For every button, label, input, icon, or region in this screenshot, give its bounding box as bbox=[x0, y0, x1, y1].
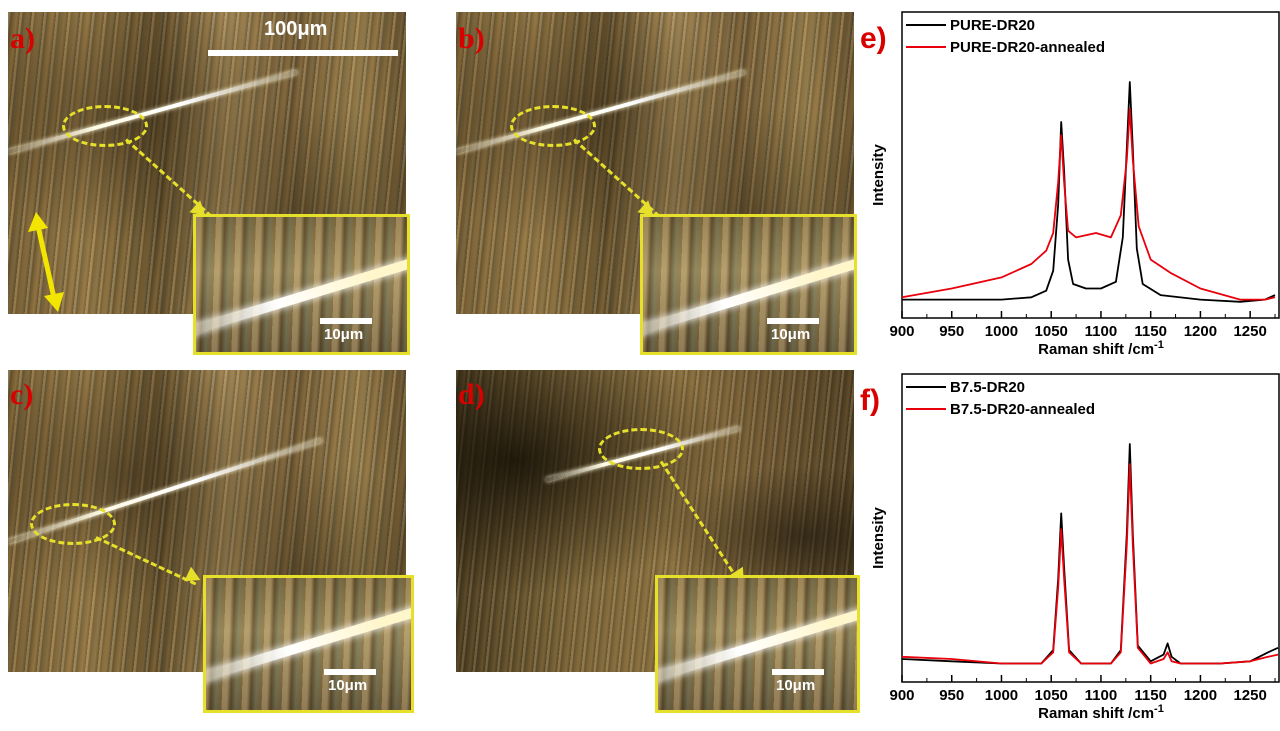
x-tick-label: 950 bbox=[939, 687, 964, 704]
inset-d: 10μm bbox=[655, 575, 860, 713]
panel-label: f) bbox=[860, 384, 880, 417]
series-line-1 bbox=[901, 463, 1279, 665]
x-tick-label: 900 bbox=[889, 687, 914, 704]
x-tick-label: 1250 bbox=[1233, 687, 1266, 704]
x-axis-label: Raman shift /cm-1 bbox=[1038, 339, 1164, 358]
x-tick-label: 900 bbox=[889, 323, 914, 340]
x-axis-label: Raman shift /cm-1 bbox=[1038, 703, 1164, 722]
legend-entry-1: B7.5-DR20-annealed bbox=[950, 401, 1095, 418]
highlight-ellipse bbox=[30, 503, 116, 545]
x-axis-label-superscript: -1 bbox=[1154, 703, 1164, 715]
panel-label-b: b) bbox=[458, 22, 485, 55]
scale-label: 100μm bbox=[264, 18, 328, 40]
inset-scale-label: 10μm bbox=[328, 677, 368, 694]
inset-c: 10μm bbox=[203, 575, 414, 713]
highlight-ellipse bbox=[62, 105, 148, 147]
inset-a: 10μm bbox=[193, 214, 410, 355]
x-tick-label: 1200 bbox=[1184, 323, 1217, 340]
x-axis-label-superscript: -1 bbox=[1154, 339, 1164, 351]
panel-label-c: c) bbox=[10, 378, 34, 411]
chart-f: f) 900 950 1000 1050 1100 1150 1200 1250 Raman sh… bbox=[860, 373, 1280, 722]
x-tick-label: 1200 bbox=[1184, 687, 1217, 704]
inset-scale-label: 10μm bbox=[324, 326, 364, 343]
raman-charts: e) 900 950 1000 1050 1100 1150 1200 1250 Raman sh… bbox=[860, 11, 1280, 722]
legend-entry-1: PURE-DR20-annealed bbox=[950, 39, 1105, 56]
series-line-1 bbox=[901, 107, 1276, 301]
highlight-ellipse bbox=[598, 428, 684, 470]
legend-entry-0: PURE-DR20 bbox=[950, 17, 1035, 34]
panel-label: e) bbox=[860, 22, 887, 55]
x-tick-label: 1000 bbox=[985, 687, 1018, 704]
inset-scale-label: 10μm bbox=[771, 326, 811, 343]
legend-entry-0: B7.5-DR20 bbox=[950, 379, 1025, 396]
x-tick-label: 1100 bbox=[1085, 323, 1118, 340]
y-axis-label: Intensity bbox=[870, 507, 887, 569]
x-axis-label-text: Raman shift /cm bbox=[1038, 341, 1154, 358]
inset-scale-label: 10μm bbox=[776, 677, 816, 694]
x-tick-label: 1250 bbox=[1233, 323, 1266, 340]
series-line-0 bbox=[902, 81, 1276, 303]
x-tick-label: 1050 bbox=[1035, 323, 1068, 340]
scale-bar bbox=[208, 50, 398, 56]
y-axis-label: Intensity bbox=[870, 144, 887, 206]
x-tick-label: 1150 bbox=[1134, 323, 1167, 340]
highlight-ellipse bbox=[510, 105, 596, 147]
x-tick-label: 1000 bbox=[985, 323, 1018, 340]
plot-frame bbox=[901, 373, 1280, 683]
chart-e: e) 900 950 1000 1050 1100 1150 1200 1250 Raman sh… bbox=[860, 11, 1280, 358]
x-tick-label: 1050 bbox=[1035, 687, 1068, 704]
x-tick-label: 950 bbox=[939, 323, 964, 340]
panel-label-d: d) bbox=[458, 378, 485, 411]
plot-frame bbox=[901, 11, 1280, 319]
panel-label-a: a) bbox=[10, 22, 35, 55]
inset-b: 10μm bbox=[640, 214, 857, 355]
x-tick-label: 1150 bbox=[1134, 687, 1167, 704]
series-line-0 bbox=[901, 443, 1279, 665]
orientation-arrow-icon bbox=[28, 212, 64, 312]
x-axis-label-text: Raman shift /cm bbox=[1038, 705, 1154, 722]
x-tick-label: 1100 bbox=[1085, 687, 1118, 704]
